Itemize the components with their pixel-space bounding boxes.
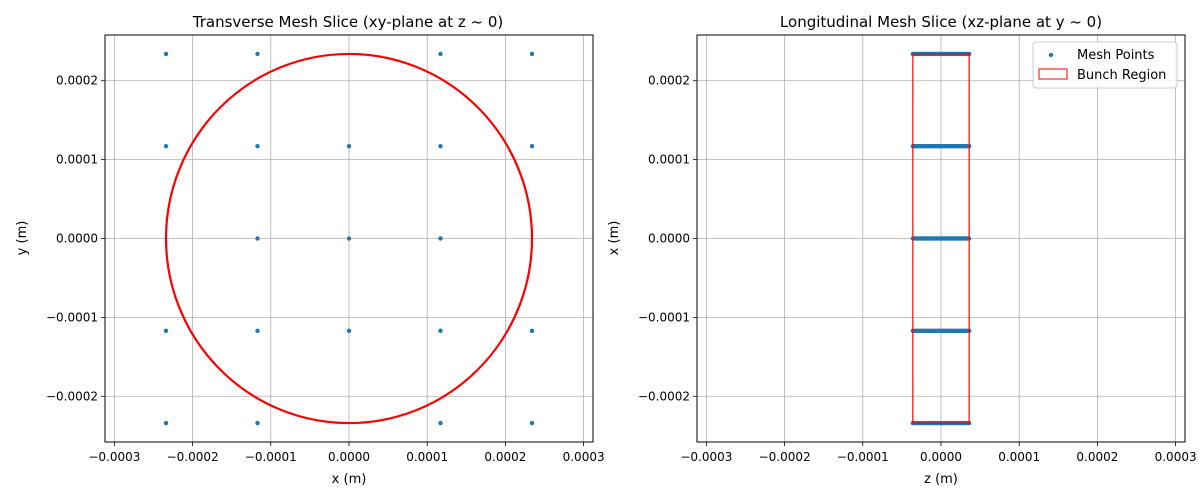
legend-mesh-points-marker [1048, 52, 1054, 58]
y-tick-label: −0.0002 [46, 389, 98, 403]
y-tick-label: 0.0000 [648, 232, 690, 246]
mesh-point [438, 328, 443, 333]
mesh-point [255, 420, 260, 426]
transverse-x-axis-label: x (m) [332, 472, 367, 487]
legend-mesh-points-label: Mesh Points [1077, 48, 1155, 63]
mesh-point [438, 144, 443, 149]
x-tick-label: −0.0002 [167, 450, 219, 464]
x-tick-label: −0.0002 [759, 450, 811, 464]
transverse-title: Transverse Mesh Slice (xy-plane at z ~ 0… [192, 13, 503, 31]
longitudinal-x-axis-label: z (m) [924, 472, 958, 487]
longitudinal-axes-frame [696, 34, 1186, 443]
mesh-point [438, 51, 443, 57]
beam-boundary-circle [164, 52, 534, 425]
mesh-point [529, 328, 535, 333]
mesh-point [255, 328, 260, 333]
mesh-point [529, 51, 535, 57]
x-tick-label: −0.0001 [837, 450, 889, 464]
y-tick-label: 0.0001 [648, 153, 690, 167]
mesh-point [346, 236, 352, 241]
longitudinal-y-ticks: −0.0002 −0.0001 0.0000 0.0001 0.0002 [638, 74, 697, 403]
y-tick-label: −0.0002 [638, 389, 690, 403]
mesh-point [163, 144, 169, 149]
x-tick-label: 0.0003 [563, 450, 605, 464]
mesh-point [163, 420, 169, 426]
mesh-point [529, 144, 535, 149]
x-tick-label: 0.0000 [920, 450, 962, 464]
transverse-panel: Transverse Mesh Slice (xy-plane at z ~ 0… [15, 13, 605, 487]
transverse-y-axis-label: y (m) [15, 221, 30, 256]
x-tick-label: −0.0001 [245, 450, 297, 464]
x-tick-label: 0.0001 [998, 450, 1040, 464]
mesh-point [255, 236, 260, 241]
x-tick-label: −0.0003 [88, 450, 140, 464]
transverse-marks [163, 51, 535, 426]
y-tick-label: −0.0001 [638, 310, 690, 324]
longitudinal-y-axis-label: x (m) [607, 221, 622, 256]
mesh-point [163, 328, 169, 333]
mesh-point [255, 144, 260, 149]
longitudinal-marks [910, 51, 972, 426]
x-tick-label: 0.0003 [1155, 450, 1197, 464]
mesh-point [529, 420, 535, 426]
x-tick-label: −0.0003 [680, 450, 732, 464]
x-tick-label: 0.0002 [1076, 450, 1118, 464]
legend-box [1032, 41, 1178, 89]
mesh-point [163, 51, 169, 57]
y-tick-label: 0.0002 [648, 74, 690, 88]
longitudinal-panel: Longitudinal Mesh Slice (xz-plane at y ~… [607, 13, 1197, 487]
longitudinal-title: Longitudinal Mesh Slice (xz-plane at y ~… [780, 13, 1102, 31]
transverse-axes-frame [104, 34, 594, 443]
mesh-point [438, 420, 443, 426]
transverse-y-ticks: −0.0002 −0.0001 0.0000 0.0001 0.0002 [46, 74, 105, 403]
y-tick-label: 0.0002 [56, 74, 98, 88]
mesh-point [255, 51, 260, 57]
transverse-x-ticks: −0.0003 −0.0002 −0.0001 0.0000 0.0001 0.0002 0… [88, 442, 605, 464]
x-tick-label: 0.0000 [328, 450, 370, 464]
longitudinal-x-ticks: −0.0003 −0.0002 −0.0001 0.0000 0.0001 0.0002 0… [680, 442, 1197, 464]
x-tick-label: 0.0001 [406, 450, 448, 464]
mesh-point [346, 144, 352, 149]
x-tick-label: 0.0002 [484, 450, 526, 464]
y-tick-label: 0.0001 [56, 153, 98, 167]
legend: Mesh Points Bunch Region [1032, 41, 1178, 89]
bunch-region-rect [912, 53, 970, 424]
legend-bunch-region-label: Bunch Region [1077, 68, 1166, 83]
y-tick-label: 0.0000 [56, 232, 98, 246]
legend-bunch-region-marker [1038, 68, 1068, 80]
mesh-point [438, 236, 443, 241]
y-tick-label: −0.0001 [46, 310, 98, 324]
mesh-point [346, 328, 352, 333]
